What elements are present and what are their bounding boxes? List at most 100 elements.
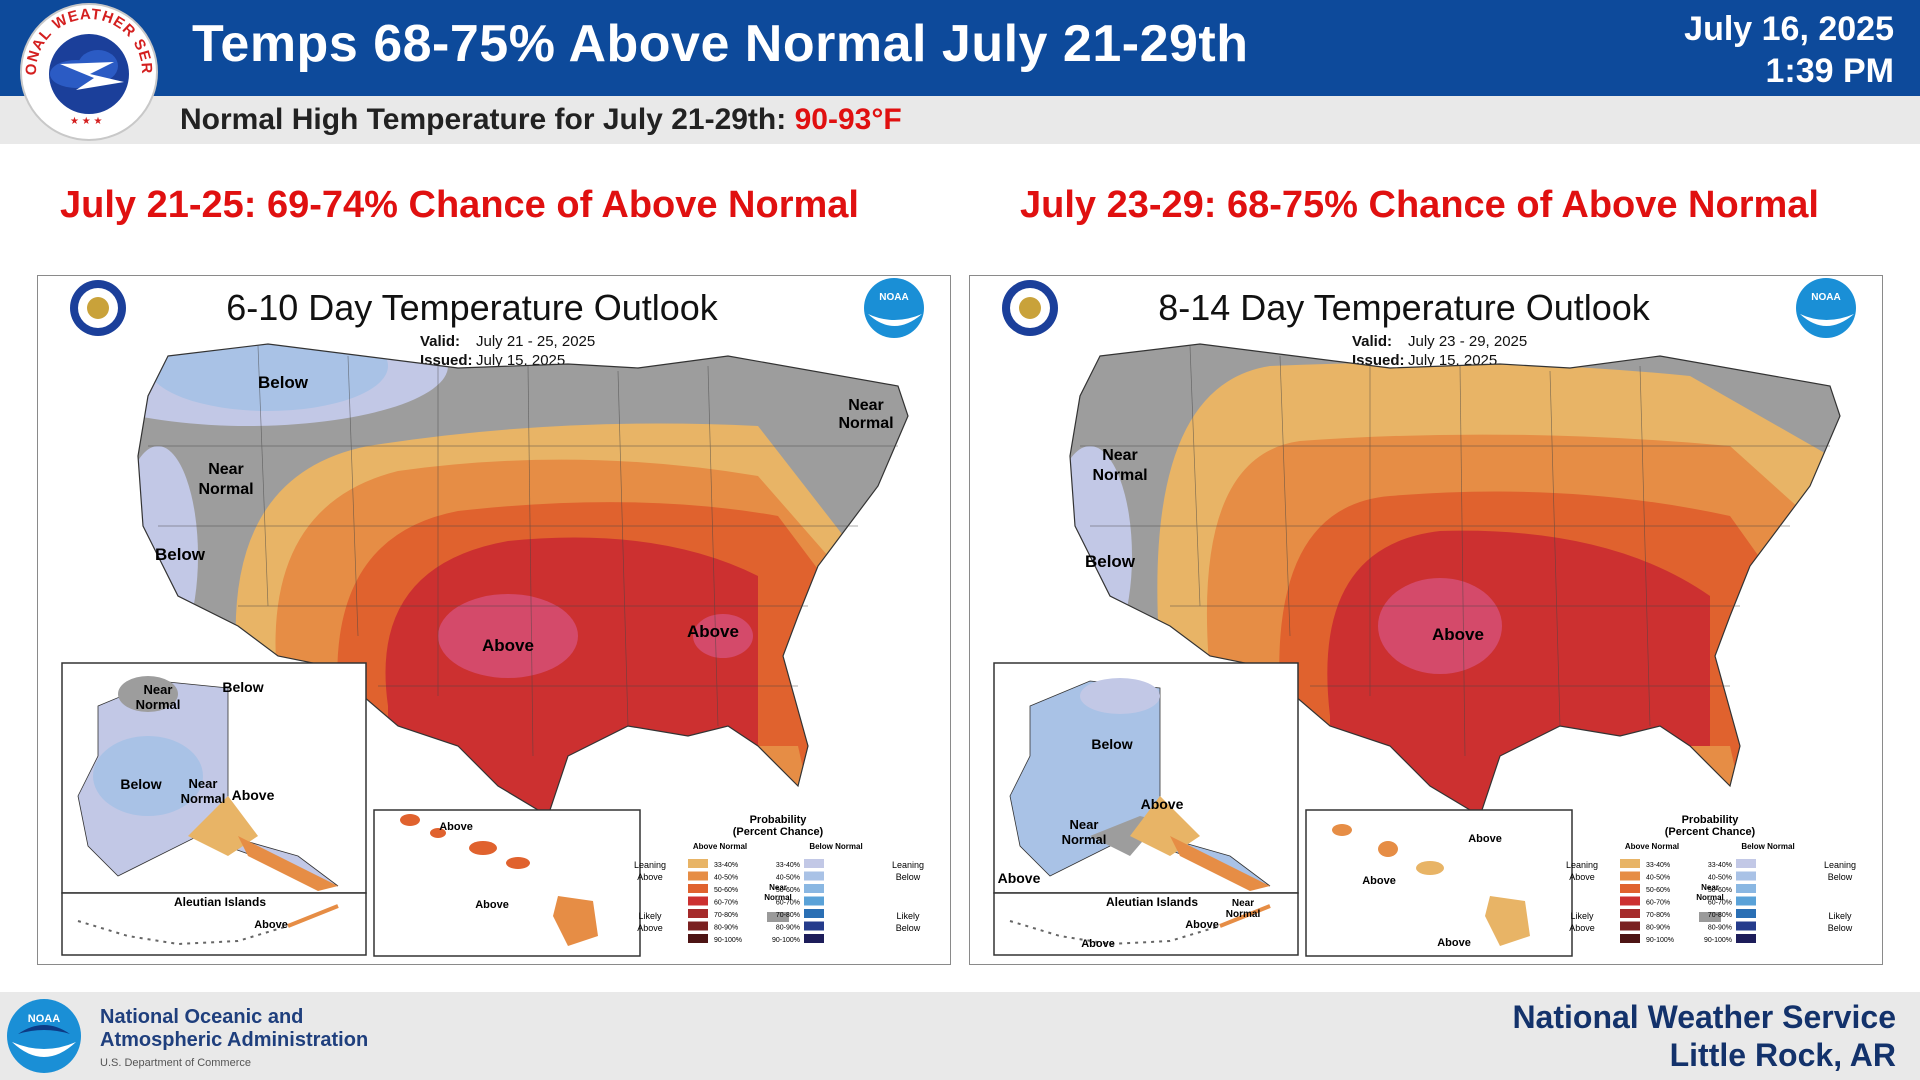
label-aleutian: Aleutian Islands [174,895,266,909]
svg-text:★ ★ ★: ★ ★ ★ [70,116,102,127]
noaa-logo-icon [864,278,924,338]
alaska-inset: Below Near Normal Above Above Aleutian I… [993,662,1299,956]
legend-leaning-above-1: Leaning [634,860,666,870]
outlook-map-6-10-day: NOAA 6-10 Day Temperature Outlook Valid:… [37,275,951,965]
legend-leaning-below-2: Below [896,872,921,882]
legend-swatch-above-6 [688,934,708,943]
label-ak-below-ne: Below [222,679,263,695]
legend-range-above-3: 60-70% [714,900,738,907]
label-near-ne-1: Near [848,397,884,414]
legend-range-below-0: 33-40% [1708,862,1732,869]
legend-swatch-below-6 [1736,934,1756,943]
label-ak-near-2: Normal [1062,832,1107,847]
legend-swatch-below-3 [804,896,824,906]
nws-logo-icon: NATIONAL WEATHER SERVICE ★ ★ ★ [16,2,158,141]
legend-swatch-above-3 [688,896,708,906]
timestamp: July 16, 2025 1:39 PM [1684,8,1894,92]
legend-swatch-below-5 [804,921,824,931]
label-ak-near-s-2: Normal [181,791,226,806]
legend-swatch-above-4 [1620,909,1640,918]
label-ak-below-w: Below [120,776,161,792]
legend-swatch-above-1 [1620,871,1640,881]
legend-swatch-below-1 [804,871,824,881]
label-near-w-1: Near [208,461,244,478]
label-hi-above-1: Above [1468,833,1502,845]
legend-range-below-3: 60-70% [776,900,800,907]
normal-high-label: Normal High Temperature for July 21-29th… [180,103,787,136]
legend-range-above-6: 90-100% [1646,937,1674,944]
chance-headline-8-14: July 23-29: 68-75% Chance of Above Norma… [1020,184,1819,226]
legend-range-below-4: 70-80% [1708,912,1732,919]
label-ak-above-west: Above [998,870,1041,886]
header-bar [0,0,1920,96]
map-title: 6-10 Day Temperature Outlook [226,287,719,328]
probability-legend: Probability (Percent Chance) Above Norma… [1566,814,1856,944]
subheader-bar [0,96,1920,144]
label-ak-above: Above [232,787,275,803]
probability-legend: Probability (Percent Chance) Above Norma… [634,814,924,944]
noaa-badge-text: NOAA [1811,292,1840,303]
label-hi-above-2: Above [475,899,509,911]
legend-likely-above-2: Above [1569,923,1595,933]
legend-range-below-6: 90-100% [1704,937,1732,944]
label-aleutian-near-2: Normal [1226,909,1261,920]
label-ak-below: Below [1091,736,1132,752]
label-aleutian: Aleutian Islands [1106,895,1198,909]
legend-leaning-above-1: Leaning [1566,860,1598,870]
label-above-center: Above [1432,625,1484,644]
noaa-dept: U.S. Department of Commerce [100,1057,251,1069]
legend-swatch-above-5 [688,921,708,931]
legend-swatch-above-1 [688,871,708,881]
valid-label: Valid: [1352,333,1392,350]
legend-range-below-2: 50-60% [776,887,800,894]
legend-swatch-below-0 [804,859,824,868]
legend-title: Probability [1682,814,1740,826]
legend-likely-below-1: Likely [1828,911,1852,921]
label-ak-near-s-1: Near [189,776,218,791]
label-ak-near-1: Near [1070,817,1099,832]
label-near-w-2: Normal [1092,467,1147,484]
legend-swatch-below-4 [1736,909,1756,918]
legend-range-above-1: 40-50% [1646,875,1670,882]
nws-line-1: National Weather Service [1512,999,1896,1035]
legend-above-head: Above Normal [693,842,747,851]
legend-swatch-above-0 [688,859,708,868]
legend-range-below-4: 70-80% [776,912,800,919]
legend-range-above-0: 33-40% [714,862,738,869]
noaa-name: National Oceanic and Atmospheric Adminis… [100,1006,368,1075]
legend-range-above-3: 60-70% [1646,900,1670,907]
legend-swatch-above-5 [1620,921,1640,931]
legend-leaning-below-2: Below [1828,872,1853,882]
chance-headline-6-10: July 21-25: 69-74% Chance of Above Norma… [60,184,859,226]
legend-range-above-6: 90-100% [714,937,742,944]
legend-likely-below-2: Below [1828,923,1853,933]
map-title: 8-14 Day Temperature Outlook [1158,287,1651,328]
page-title: Temps 68-75% Above Normal July 21-29th [192,15,1249,73]
legend-leaning-above-2: Above [1569,872,1595,882]
legend-swatch-above-0 [1620,859,1640,868]
noaa-footer-badge-text: NOAA [28,1013,60,1025]
label-near-w-2: Normal [198,481,253,498]
label-hi-above-1: Above [439,821,473,833]
legend-leaning-below-1: Leaning [892,860,924,870]
legend-title: Probability [750,814,808,826]
legend-swatch-below-2 [1736,884,1756,893]
normal-high-line: Normal High Temperature for July 21-29th… [180,103,902,137]
legend-range-above-5: 80-90% [1646,925,1670,932]
legend-swatch-below-2 [804,884,824,893]
legend-range-below-1: 40-50% [776,875,800,882]
legend-swatch-below-3 [1736,896,1756,906]
label-near-ne-2: Normal [838,415,893,432]
legend-range-below-0: 33-40% [776,862,800,869]
legend-range-below-6: 90-100% [772,937,800,944]
legend-range-below-1: 40-50% [1708,875,1732,882]
footer-bar [0,992,1920,1080]
legend-near-2: Normal [764,893,792,902]
legend-subtitle: (Percent Chance) [733,826,824,838]
legend-range-above-2: 50-60% [714,887,738,894]
legend-swatch-below-0 [1736,859,1756,868]
legend-below-head: Below Normal [1741,842,1794,851]
legend-swatch-below-1 [1736,871,1756,881]
legend-near-1: Near [769,883,787,892]
label-ak-near-1: Near [144,682,173,697]
